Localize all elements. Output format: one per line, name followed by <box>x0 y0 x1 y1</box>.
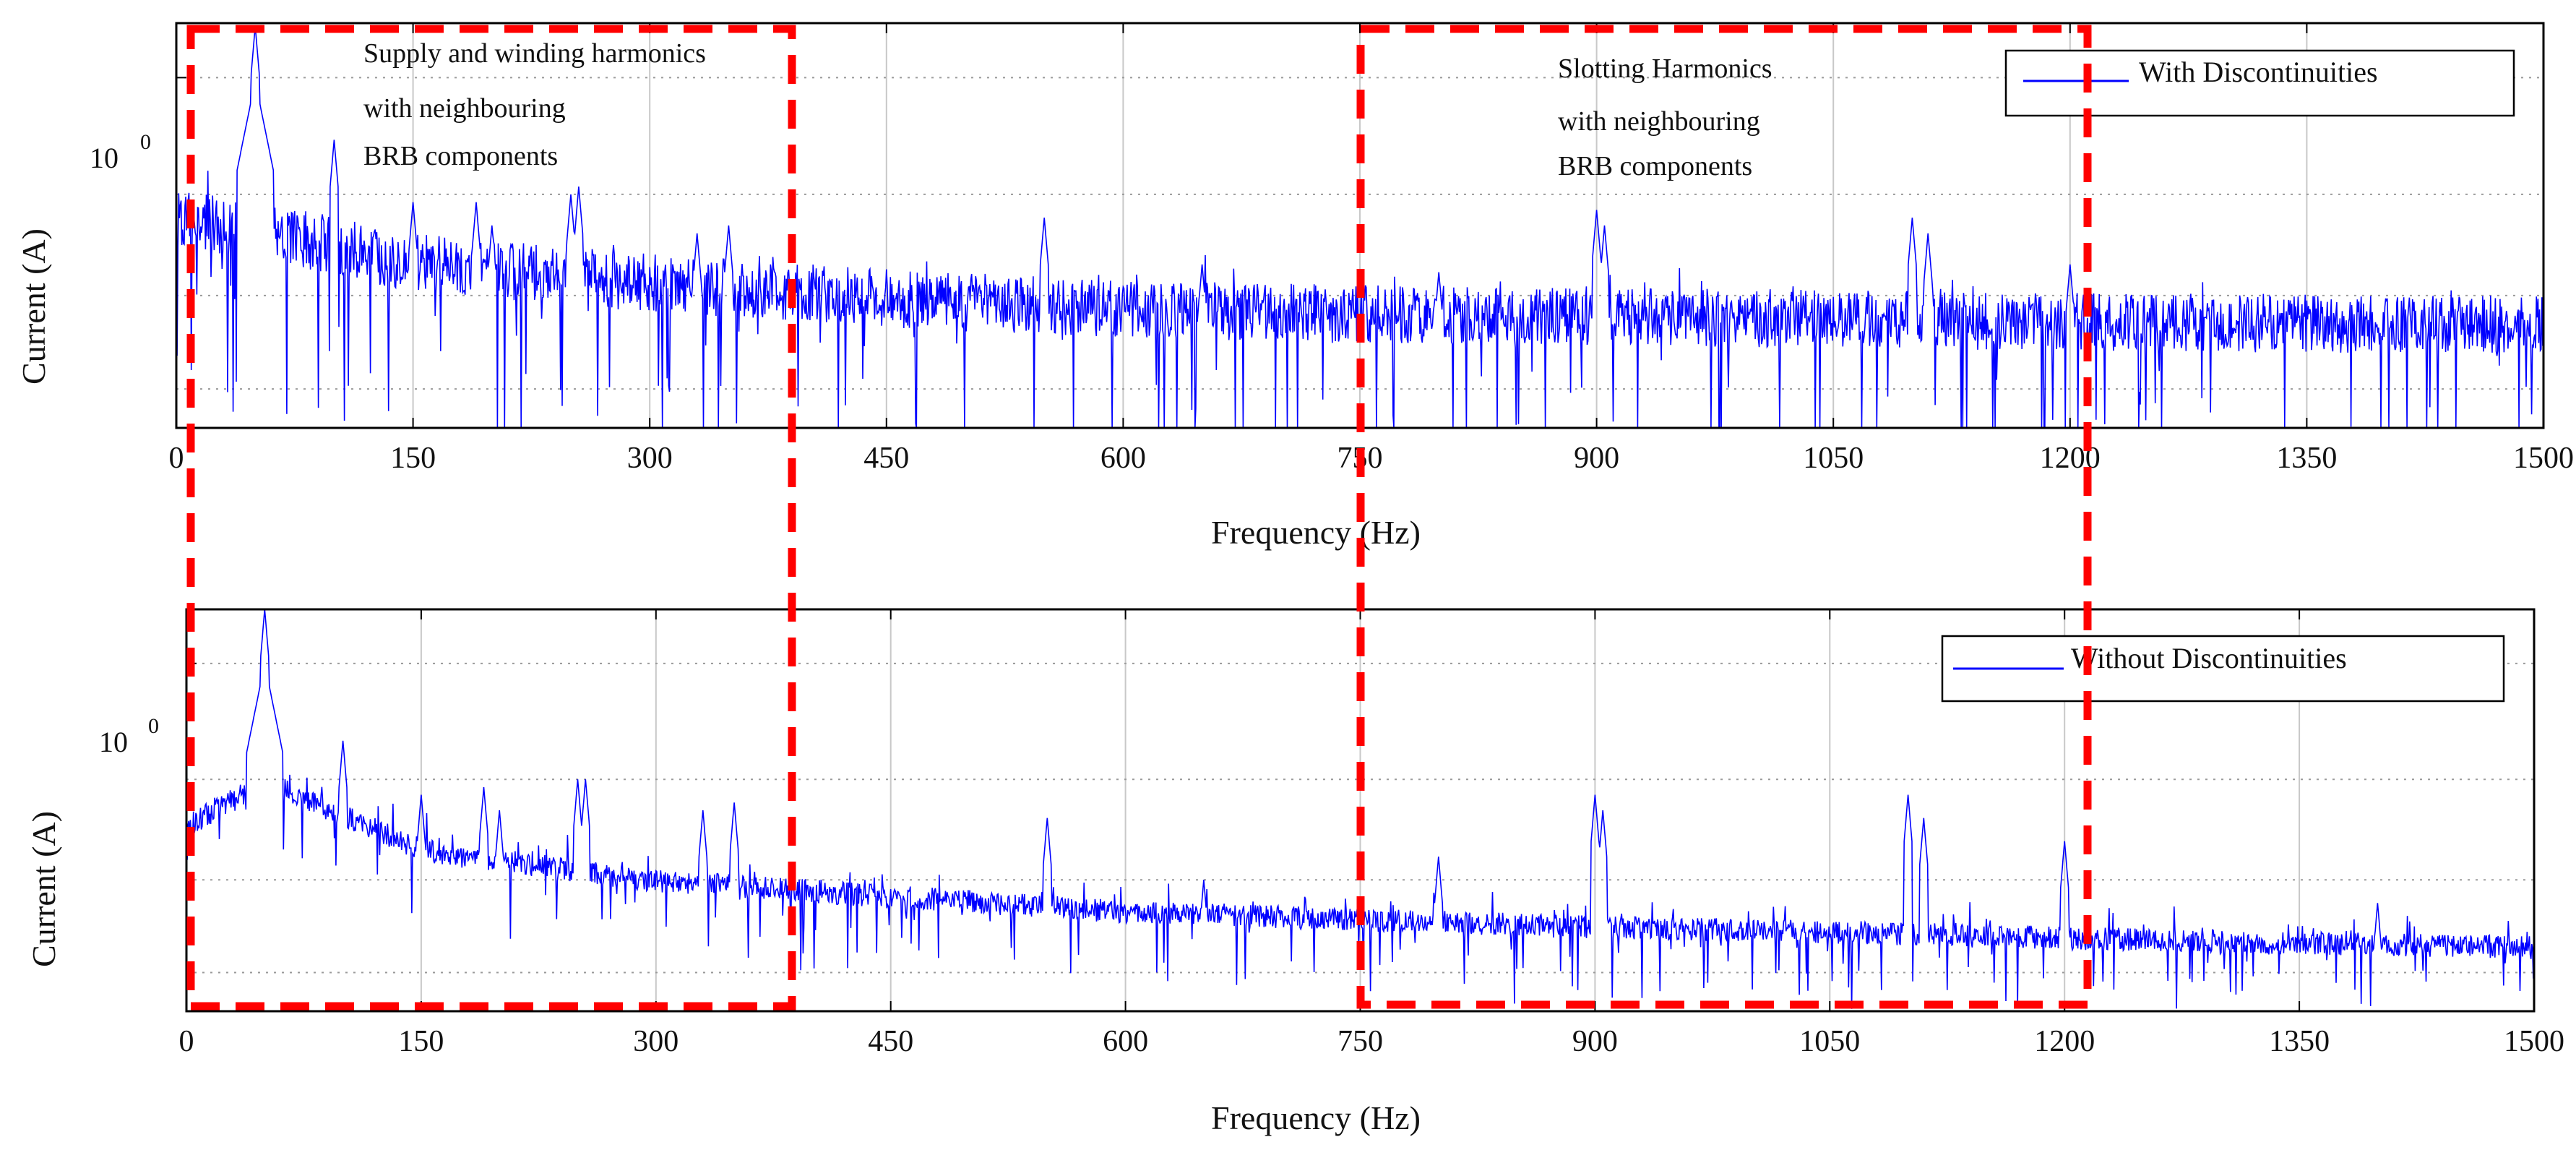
annotation-slotting-line-2: with neighbouring <box>1558 106 1760 137</box>
x-tick-label: 1500 <box>2504 1025 2564 1058</box>
x-tick-label: 600 <box>1103 1025 1148 1058</box>
annotation-supply-line-3: BRB components <box>363 141 558 171</box>
x-tick-label: 600 <box>1100 442 1146 475</box>
x-tick-label: 1500 <box>2513 442 2574 475</box>
annotation-slotting-line-1: Slotting Harmonics <box>1558 53 1772 84</box>
annotation-supply-line-1: Supply and winding harmonics <box>363 38 706 69</box>
legend-label: With Discontinuities <box>2139 56 2378 88</box>
y-tick-label-exponent: 0 <box>140 130 151 154</box>
x-tick-label: 750 <box>1337 1025 1383 1058</box>
x-tick-label: 900 <box>1574 442 1619 475</box>
y-tick-label-exponent: 0 <box>148 714 159 738</box>
x-tick-label: 450 <box>868 1025 913 1058</box>
x-tick-label: 150 <box>390 442 436 475</box>
x-tick-label: 0 <box>169 442 184 475</box>
legend-label: Without Discontinuities <box>2071 642 2347 674</box>
annotation-text-supply: Supply and winding harmonics with neighb… <box>363 38 706 171</box>
x-tick-label: 1050 <box>1799 1025 1860 1058</box>
legend: Without Discontinuities <box>1941 635 2505 703</box>
annotation-slotting-line-3: BRB components <box>1558 151 1752 181</box>
annotation-box-slotting-harmonics <box>1356 25 2092 1009</box>
x-ticks: 0 150 300 450 600 750 900 1050 1200 1350 1500 <box>179 609 2564 1058</box>
annotation-box-supply-harmonics <box>186 25 796 1010</box>
annotation-boxes <box>186 25 2092 1010</box>
x-tick-label: 900 <box>1572 1025 1618 1058</box>
x-tick-label: 1350 <box>2276 442 2337 475</box>
x-ticks: 0 150 300 450 600 750 900 1050 1200 1350 1500 <box>169 23 2574 475</box>
y-axis-label: Current (A) <box>25 811 62 967</box>
legend-box <box>2004 49 2515 117</box>
x-tick-label: 1050 <box>1803 442 1864 475</box>
legend: With Discontinuities <box>2004 49 2515 117</box>
x-tick-label: 1200 <box>2034 1025 2095 1058</box>
x-axis-label: Frequency (Hz) <box>1211 514 1421 551</box>
y-tick-label-base: 10 <box>99 726 128 758</box>
annotation-supply-line-2: with neighbouring <box>363 93 566 124</box>
x-tick-label: 0 <box>179 1025 194 1058</box>
x-tick-label: 300 <box>633 1025 679 1058</box>
legend-box <box>1941 635 2505 703</box>
y-tick-label-base: 10 <box>90 142 119 174</box>
annotation-text-slotting: Slotting Harmonics with neighbouring BRB… <box>1558 53 1772 181</box>
x-tick-label: 1350 <box>2269 1025 2330 1058</box>
x-tick-label: 150 <box>398 1025 444 1058</box>
x-tick-label: 300 <box>627 442 673 475</box>
x-axis-label: Frequency (Hz) <box>1211 1099 1421 1136</box>
y-axis-label: Current (A) <box>15 228 52 385</box>
x-tick-label: 450 <box>863 442 909 475</box>
